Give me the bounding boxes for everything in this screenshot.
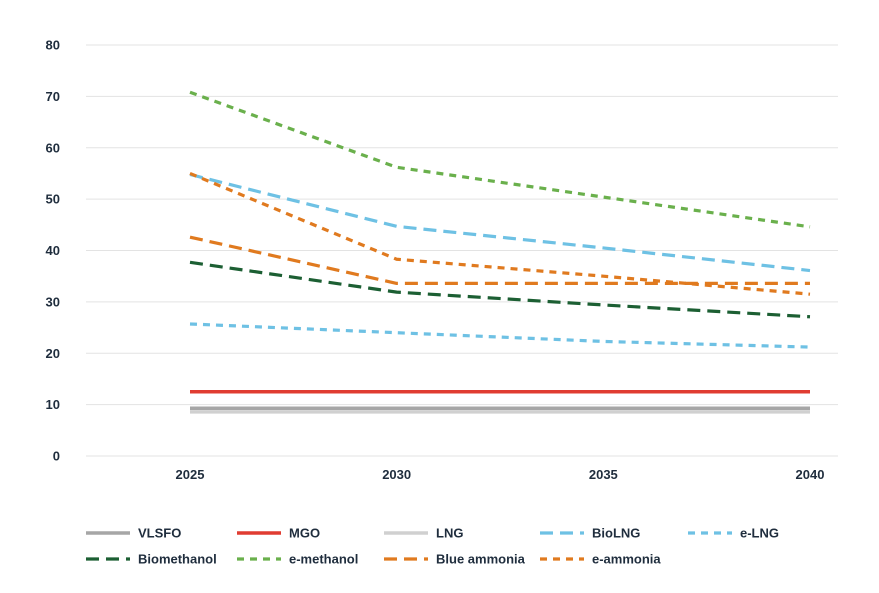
legend-item-blue-ammonia: Blue ammonia	[384, 552, 526, 567]
series-line-blue-ammonia	[189, 235, 810, 285]
series-line-e-methanol	[189, 90, 811, 229]
legend-item-e-ammonia: e-ammonia	[540, 552, 661, 567]
series-line-e-lng	[189, 322, 811, 349]
x-tick-label: 2030	[382, 467, 411, 482]
x-axis-ticks: 2025 2030 2035 2040	[176, 467, 825, 482]
legend-label: VLSFO	[138, 526, 181, 541]
legend: VLSFO MGO LNG BioLNG e-LNG Biomethanol e-metha…	[86, 526, 779, 567]
y-tick-label: 40	[46, 243, 60, 258]
legend-item-lng: LNG	[384, 526, 463, 541]
y-tick-label: 50	[46, 192, 60, 207]
legend-label: e-LNG	[740, 526, 779, 541]
series-lines	[189, 90, 811, 414]
legend-label: Biomethanol	[138, 552, 217, 567]
legend-label: BioLNG	[592, 526, 640, 541]
legend-item-e-methanol: e-methanol	[237, 552, 358, 567]
y-axis-ticks: 0 10 20 30 40 50 60 70 80	[46, 38, 60, 464]
y-tick-label: 10	[46, 397, 60, 412]
series-line-biolng	[189, 172, 811, 273]
legend-item-biolng: BioLNG	[540, 526, 640, 541]
legend-label: e-methanol	[289, 552, 358, 567]
legend-label: Blue ammonia	[436, 552, 526, 567]
legend-item-e-lng: e-LNG	[688, 526, 779, 541]
legend-item-mgo: MGO	[237, 526, 320, 541]
y-tick-label: 70	[46, 89, 60, 104]
y-tick-label: 20	[46, 346, 60, 361]
x-tick-label: 2035	[589, 467, 618, 482]
y-tick-label: 30	[46, 294, 60, 309]
x-tick-label: 2040	[796, 467, 825, 482]
legend-item-biomethanol: Biomethanol	[86, 552, 217, 567]
legend-label: LNG	[436, 526, 463, 541]
y-tick-label: 80	[46, 38, 60, 53]
legend-label: MGO	[289, 526, 320, 541]
series-line-biomethanol	[189, 260, 811, 319]
y-tick-label: 60	[46, 140, 60, 155]
legend-label: e-ammonia	[592, 552, 661, 567]
x-tick-label: 2025	[176, 467, 205, 482]
gridlines	[86, 44, 838, 457]
series-line-e-ammonia	[189, 171, 811, 296]
legend-item-vlsfo: VLSFO	[86, 526, 181, 541]
y-tick-label: 0	[53, 449, 60, 464]
